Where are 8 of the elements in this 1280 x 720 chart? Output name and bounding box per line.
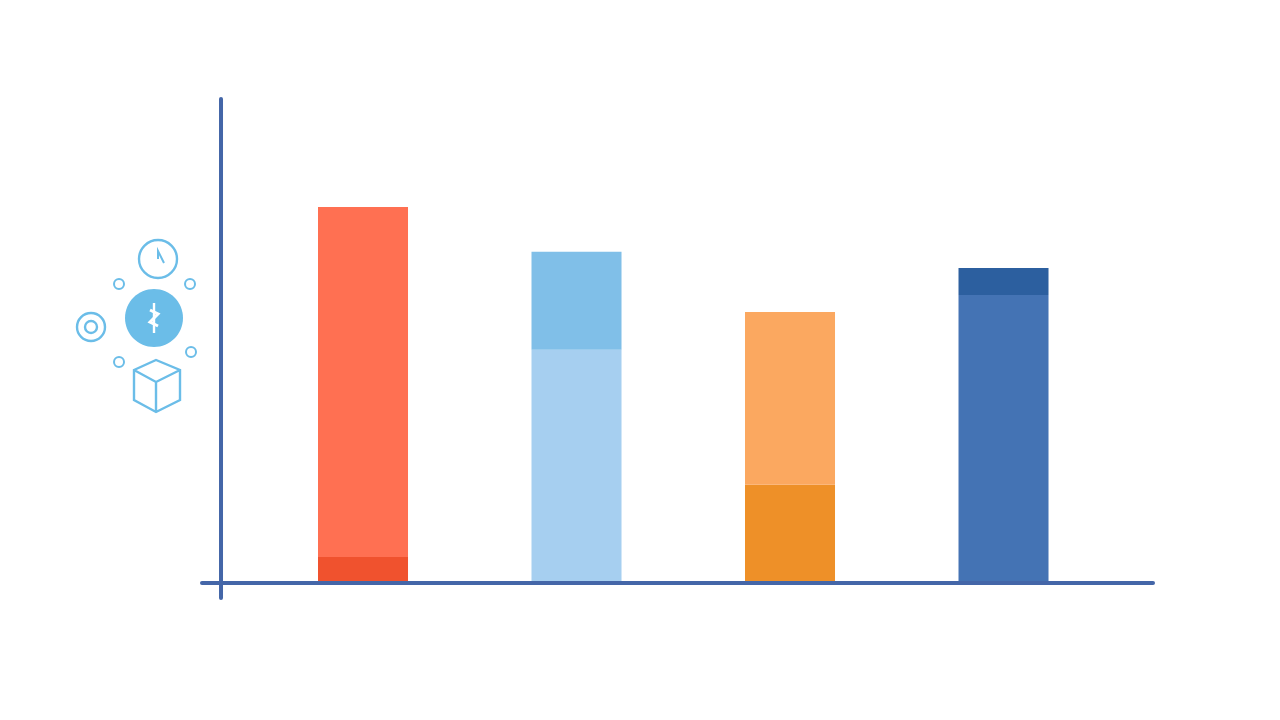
bar — [318, 206, 409, 558]
bar — [745, 484, 836, 583]
bar — [745, 311, 836, 485]
bar — [318, 557, 409, 583]
bar — [531, 349, 622, 583]
bar — [958, 267, 1049, 295]
bar — [531, 251, 622, 350]
bar — [958, 294, 1049, 583]
